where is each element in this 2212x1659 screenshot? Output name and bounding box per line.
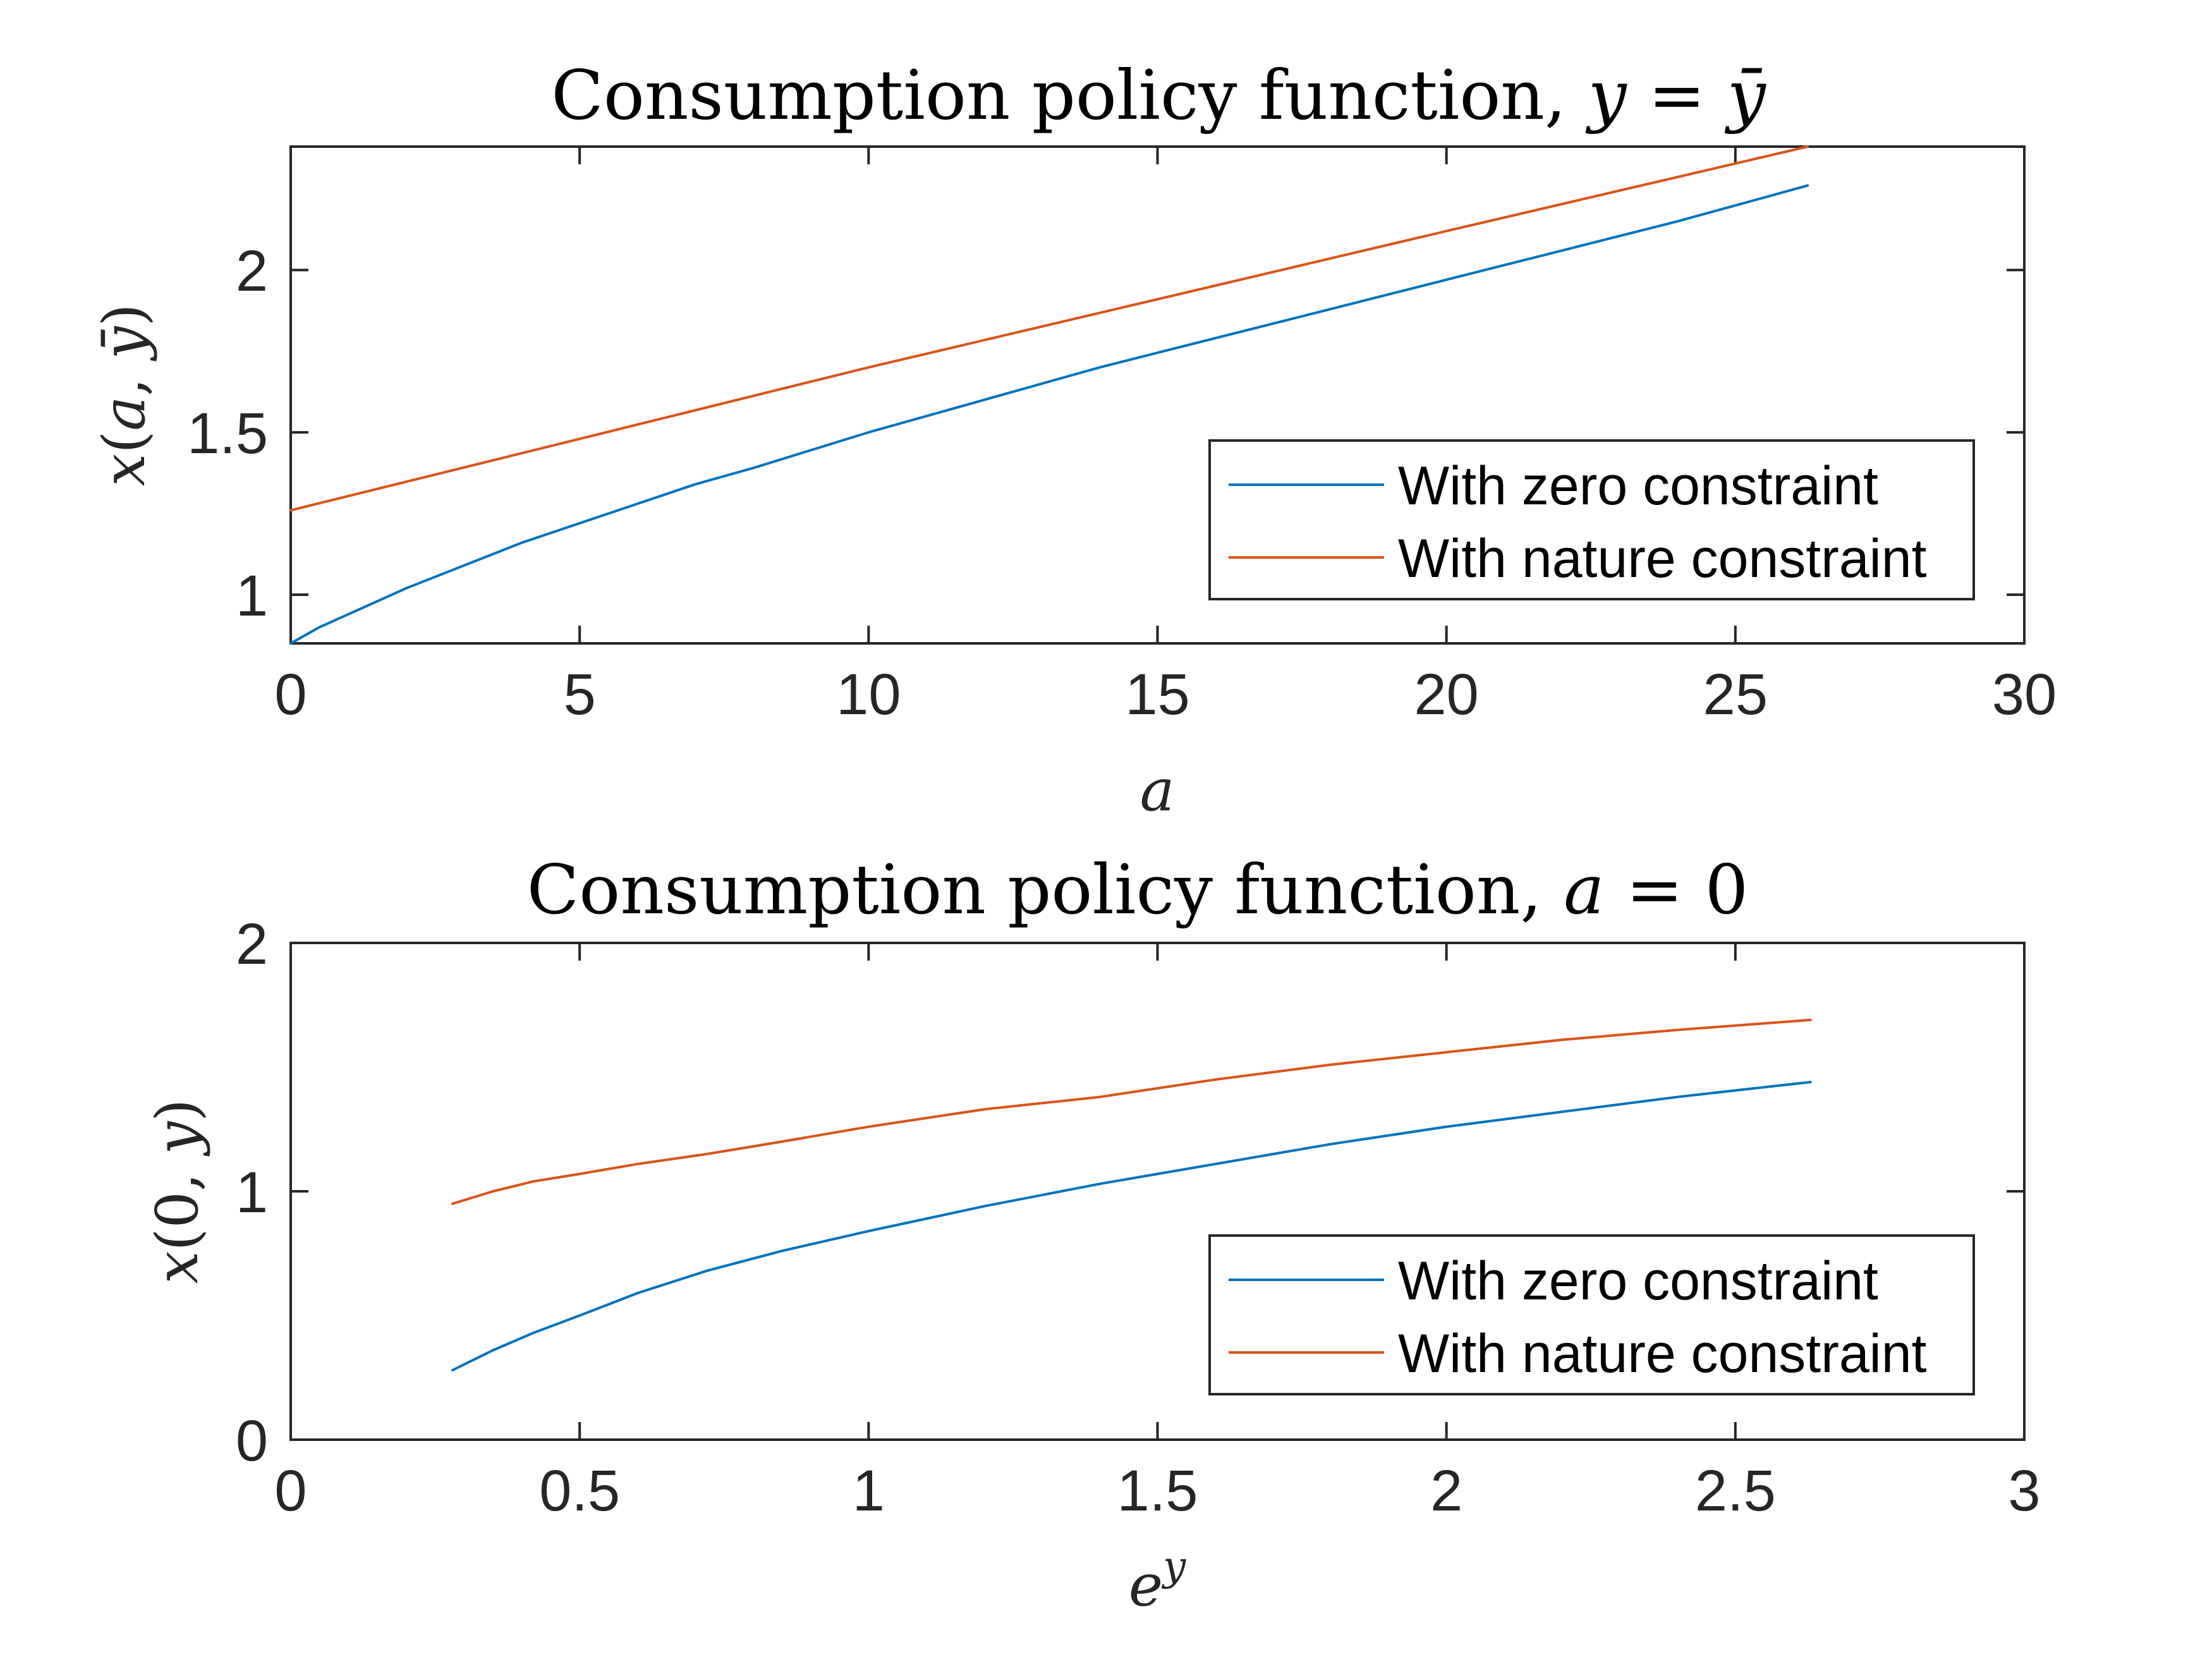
legend-label-zero-top: With zero constraint [1398, 456, 1878, 516]
x-tick-label-top: 0 [274, 662, 307, 727]
legend-bottom: With zero constraint With nature constra… [1208, 1234, 1975, 1395]
tick-marks-bottom [289, 942, 2026, 1441]
legend-top: With zero constraint With nature constra… [1208, 439, 1975, 600]
y-axis-label-bottom: x(0, y) [143, 1099, 211, 1284]
legend-label-nature-bottom: With nature constraint [1398, 1323, 1927, 1384]
series-bottom [451, 1018, 1812, 1371]
title-bottom: Consumption policy function, a = 0 [527, 851, 1749, 930]
series-line-zero-constraint-bottom [451, 1081, 1812, 1371]
x-axis-label-top: a [1140, 757, 1175, 824]
x-tick-label-bottom: 3 [2008, 1459, 2040, 1523]
x-tick-labels-bottom: 0 0.5 1 1.5 2 2.5 3 [274, 1459, 2040, 1523]
y-tick-label-bottom: 1 [236, 1160, 268, 1225]
panel-top: Consumption policy function, y = ȳ 0 5 10 1… [90, 56, 2057, 824]
tick-marks-top [289, 147, 2026, 643]
series-top [289, 145, 1809, 645]
y-tick-label-top: 1.5 [187, 401, 268, 466]
x-tick-label-bottom: 2 [1430, 1459, 1462, 1523]
y-tick-labels-top: 11.52 [187, 239, 268, 628]
x-tick-label-bottom: 1 [853, 1459, 885, 1523]
legend-label-zero-bottom: With zero constraint [1398, 1251, 1878, 1311]
legend-box-bottom [1208, 1234, 1975, 1395]
y-tick-label-bottom: 2 [236, 912, 268, 976]
panel-bottom: Consumption policy function, a = 0 0 0.5 1… [143, 851, 2041, 1619]
y-tick-label-bottom: 0 [236, 1409, 268, 1473]
x-tick-label-bottom: 0.5 [539, 1459, 620, 1523]
x-tick-label-top: 10 [836, 662, 901, 727]
x-tick-labels-top: 0 5 10 15 20 25 30 [274, 662, 2057, 727]
series-line-nature-constraint-bottom [451, 1018, 1812, 1205]
title-top: Consumption policy function, y = ȳ [551, 56, 1767, 135]
y-tick-label-top: 2 [236, 239, 268, 303]
x-tick-label-top: 20 [1414, 662, 1478, 727]
y-tick-label-top: 1 [236, 564, 268, 628]
y-tick-labels-bottom: 0 1 2 [236, 912, 268, 1473]
x-tick-label-top: 30 [1992, 662, 2057, 727]
x-tick-label-top: 25 [1703, 662, 1768, 727]
series-line-zero-constraint-top [289, 184, 1809, 645]
x-axis-label-bottom: ey [1129, 1543, 1186, 1619]
legend-box-top [1208, 439, 1975, 600]
x-tick-label-bottom: 1.5 [1117, 1459, 1198, 1523]
x-tick-label-bottom: 2.5 [1695, 1459, 1776, 1523]
x-tick-label-bottom: 0 [274, 1459, 307, 1523]
series-line-nature-constraint-top [289, 145, 1809, 512]
y-axis-label-top: x(a, ȳ) [90, 303, 158, 486]
x-tick-label-top: 5 [564, 662, 596, 727]
legend-label-nature-top: With nature constraint [1398, 528, 1927, 589]
x-tick-label-top: 15 [1125, 662, 1189, 727]
